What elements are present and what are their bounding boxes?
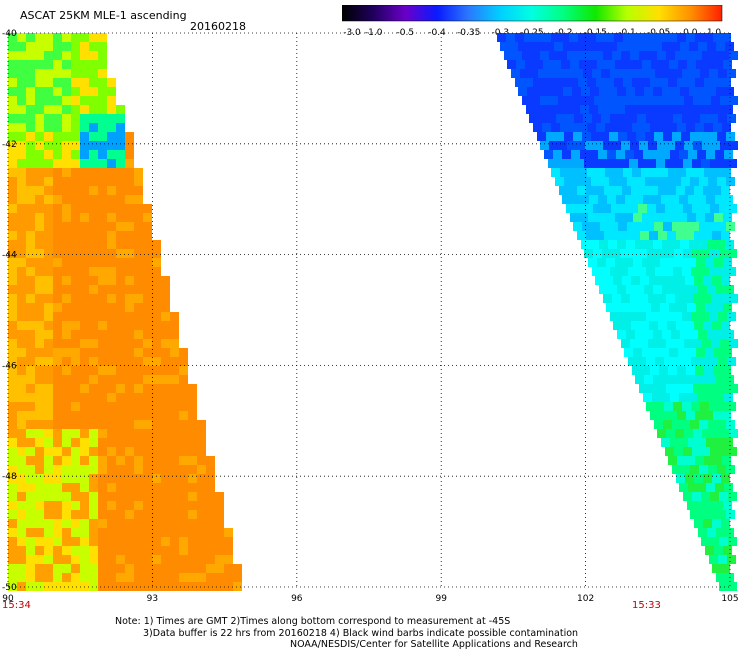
latitude-label: -48 bbox=[2, 472, 17, 482]
left-swath-time: 15:34 bbox=[2, 600, 31, 611]
longitude-label: 102 bbox=[577, 594, 594, 604]
product-date: 20160218 bbox=[190, 20, 246, 33]
colorbar-tick-label: -0.5 bbox=[397, 28, 415, 37]
colorbar-tick-label: -0.25 bbox=[520, 28, 543, 37]
note-line-1: Note: 1) Times are GMT 2)Times along bot… bbox=[115, 616, 511, 627]
colorbar-tick-label: -0.1 bbox=[618, 28, 636, 37]
colorbar-tick-label: -0.15 bbox=[584, 28, 607, 37]
colorbar-tick-label: -0.35 bbox=[457, 28, 480, 37]
longitude-label: 105 bbox=[721, 594, 738, 604]
product-title: ASCAT 25KM MLE-1 ascending bbox=[20, 9, 187, 22]
colorbar-gradient bbox=[342, 5, 723, 22]
colorbar-tick-label: -0.05 bbox=[647, 28, 670, 37]
colorbar-tick-label: 0.0 bbox=[683, 28, 698, 37]
colorbar-tick-label: -0.2 bbox=[555, 28, 573, 37]
longitude-label: 99 bbox=[435, 594, 447, 604]
note-line-3: NOAA/NESDIS/Center for Satellite Applica… bbox=[290, 639, 578, 650]
latitude-label: -44 bbox=[2, 251, 17, 261]
right-swath-time: 15:33 bbox=[632, 600, 661, 611]
latitude-label: -40 bbox=[2, 29, 17, 39]
note-line-2: 3)Data buffer is 22 hrs from 20160218 4)… bbox=[143, 628, 579, 639]
longitude-label: 96 bbox=[291, 594, 303, 604]
graticule bbox=[7, 32, 731, 588]
latitude-label: -46 bbox=[2, 361, 17, 371]
left-swath bbox=[8, 33, 242, 591]
right-swath bbox=[497, 33, 738, 591]
colorbar-tick-label: -3.0 bbox=[343, 28, 361, 37]
colorbar-tick-label: -0.4 bbox=[428, 28, 446, 37]
colorbar-tick-label: -1.0 bbox=[365, 28, 383, 37]
longitude-label: 90 bbox=[2, 594, 14, 604]
colorbar-legend: -3.0 -1.0 -0.5 -0.4 -0.35 -0.3 -0.25 -0.2 -0.15 -… bbox=[342, 5, 723, 37]
colorbar-tick-label: 1.0 bbox=[707, 28, 722, 37]
latitude-label: -42 bbox=[2, 140, 17, 150]
latitude-label: -50 bbox=[2, 583, 17, 593]
colorbar-tick-label: -0.3 bbox=[492, 28, 510, 37]
longitude-label: 93 bbox=[147, 594, 158, 604]
